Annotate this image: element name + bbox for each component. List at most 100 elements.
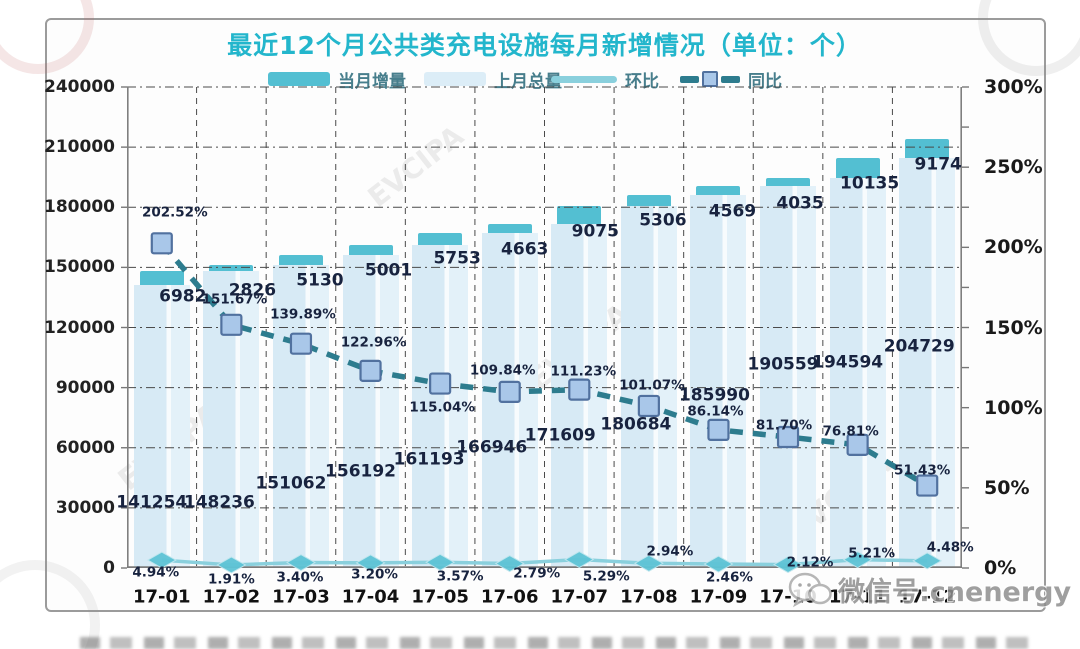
mom-marker-17-05 <box>425 553 456 571</box>
label-mom-17-05: 3.57% <box>436 568 484 585</box>
label-mom-17-03: 3.40% <box>276 568 324 585</box>
label-increment-17-06: 4663 <box>501 239 549 260</box>
bar-increment-17-05 <box>418 233 463 245</box>
right-axis-label-50%: 50% <box>984 476 1030 499</box>
label-prev-total-17-03: 151062 <box>255 473 327 494</box>
yoy-marker-17-10 <box>776 425 800 449</box>
left-axis-label-240000: 240000 <box>44 77 115 97</box>
right-axis-label-300%: 300% <box>984 76 1043 98</box>
yoy-line <box>159 241 929 488</box>
label-mom-17-11: 5.21% <box>848 544 896 561</box>
bar-increment-17-08 <box>626 195 671 206</box>
mom-marker-17-01 <box>146 551 177 569</box>
yoy-marker-17-09 <box>707 418 730 441</box>
left-axis-label-0: 0 <box>103 558 115 578</box>
bar-increment-17-03 <box>278 254 323 266</box>
legend-label-3: 环比 <box>625 71 659 92</box>
bar-increment-17-02 <box>209 265 254 271</box>
chart-title: 最近12个月公共类充电设施每月新增情况（单位：个） <box>227 31 862 60</box>
yoy-marker-17-11 <box>846 433 869 456</box>
label-yoy-17-09: 86.14% <box>687 403 744 420</box>
x-axis-label-17-08: 17-08 <box>620 586 678 608</box>
label-prev-total-17-09: 185990 <box>678 385 750 406</box>
label-increment-17-02: 2826 <box>228 280 277 301</box>
label-yoy-17-01: 202.52% <box>141 204 208 221</box>
right-axis-label-100%: 100% <box>984 396 1043 419</box>
left-axis-label-120000: 120000 <box>44 317 115 338</box>
left-axis-label-60000: 60000 <box>55 437 115 458</box>
label-yoy-17-11: 76.81% <box>822 423 879 440</box>
label-yoy-17-12: 51.43% <box>894 461 951 478</box>
label-increment-17-10: 4035 <box>776 193 824 214</box>
label-prev-total-17-10: 190559 <box>747 354 819 375</box>
legend-swatch-2 <box>424 72 486 86</box>
bar-increment-17-07 <box>557 205 602 225</box>
mom-marker-17-10 <box>773 556 804 574</box>
x-axis-label-17-01: 17-01 <box>132 586 191 608</box>
left-axis-label-30000: 30000 <box>55 497 115 518</box>
label-mom-17-10: 2.12% <box>786 553 834 570</box>
bar-increment-17-04 <box>348 244 393 255</box>
label-prev-total-17-02: 148236 <box>183 492 255 513</box>
legend-swatch-4 <box>680 71 740 87</box>
mom-marker-17-12 <box>912 552 943 570</box>
label-prev-total-17-04: 156192 <box>325 461 397 482</box>
plot-area <box>121 86 969 574</box>
label-mom-17-07: 5.29% <box>582 567 630 584</box>
bar-increment-17-10 <box>766 178 811 187</box>
x-axis-label-17-12: 17-12 <box>898 586 956 608</box>
mom-marker-17-02 <box>216 556 247 574</box>
yoy-marker-17-08 <box>637 394 660 418</box>
label-yoy-17-04: 122.96% <box>340 334 407 351</box>
wechat-id-text: 微信号:cnenergy <box>838 577 1072 608</box>
wechat-icon <box>788 572 832 607</box>
bar-prev-total-17-03 <box>272 265 329 568</box>
yoy-marker-17-12 <box>916 474 939 497</box>
x-axis-label-17-03: 17-03 <box>272 586 330 608</box>
x-axis-label-17-06: 17-06 <box>480 586 539 608</box>
bar-prev-total-17-04 <box>342 254 399 568</box>
mom-marker-17-04 <box>355 554 386 572</box>
yoy-marker-17-04 <box>359 359 382 382</box>
mom-marker-17-07 <box>564 550 595 569</box>
x-axis-label-17-11: 17-11 <box>828 586 887 608</box>
x-axis-label-17-09: 17-09 <box>689 586 748 608</box>
yoy-marker-17-06 <box>498 380 521 403</box>
legend-swatch-1 <box>268 72 330 86</box>
label-increment-17-08: 5306 <box>639 210 687 231</box>
yoy-marker-17-01 <box>150 232 173 255</box>
bar-prev-total-17-12 <box>899 157 956 568</box>
bar-increment-17-11 <box>835 157 880 178</box>
x-axis-label-17-04: 17-04 <box>341 586 400 608</box>
label-prev-total-17-07: 171609 <box>524 425 596 446</box>
label-mom-17-12: 4.48% <box>926 539 974 556</box>
mom-marker-17-08 <box>633 554 664 572</box>
chart-grid-and-lines <box>121 86 969 574</box>
label-prev-total-17-12: 204729 <box>883 336 955 357</box>
label-increment-17-05: 5753 <box>433 248 481 269</box>
label-increment-17-07: 9075 <box>571 221 619 242</box>
label-prev-total-17-06: 166946 <box>456 437 528 458</box>
label-yoy-17-06: 109.84% <box>469 362 536 379</box>
legend-item-3: 环比 <box>551 68 659 92</box>
label-increment-17-03: 5130 <box>296 270 344 291</box>
label-yoy-17-02: 151.67% <box>201 291 268 308</box>
label-mom-17-04: 3.20% <box>351 566 398 583</box>
x-axis-label-17-07: 17-07 <box>550 586 609 608</box>
label-yoy-17-05: 115.04% <box>409 398 475 415</box>
label-mom-17-06: 2.79% <box>513 564 561 581</box>
yoy-marker-17-07 <box>568 378 591 401</box>
label-yoy-17-08: 101.07% <box>619 377 685 394</box>
x-axis-label-17-02: 17-02 <box>202 586 261 608</box>
mom-marker-17-03 <box>285 553 316 572</box>
mom-marker-17-06 <box>494 554 525 573</box>
yoy-marker-17-02 <box>220 313 243 336</box>
label-prev-total-17-01: 141254 <box>116 492 188 513</box>
label-increment-17-12: 9174 <box>914 154 962 175</box>
wechat-watermark: 微信号:cnenergy <box>788 570 1071 609</box>
bar-prev-total-17-11 <box>829 178 886 568</box>
label-yoy-17-10: 81.70% <box>755 417 813 434</box>
label-mom-17-08: 2.94% <box>646 543 694 560</box>
label-prev-total-17-08: 180684 <box>600 414 672 435</box>
